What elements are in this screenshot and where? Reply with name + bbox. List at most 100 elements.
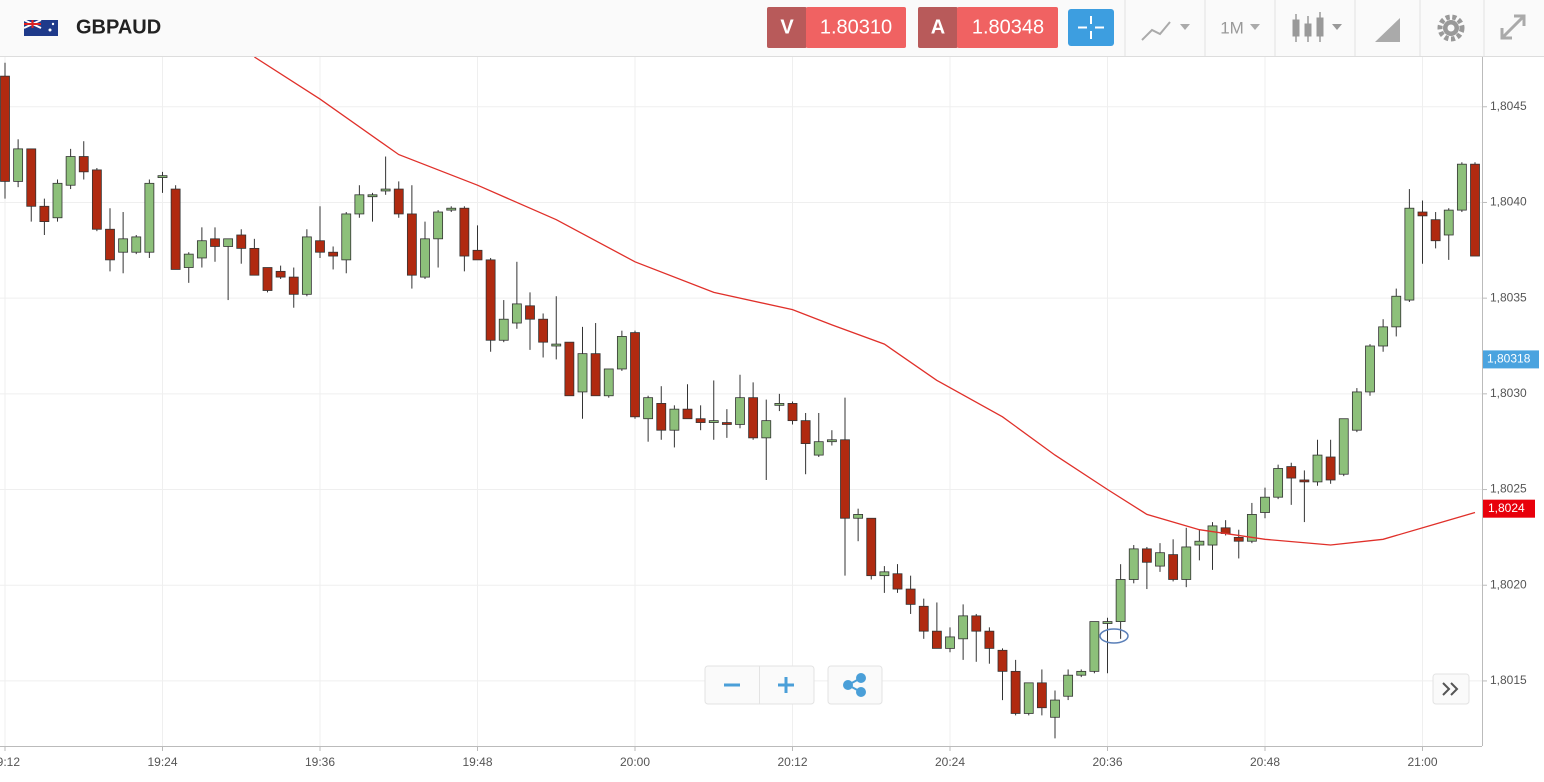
candle-body: [1470, 163, 1480, 257]
timeframe[interactable]: 1M: [1220, 18, 1244, 37]
zoom-in[interactable]: [778, 677, 794, 693]
candle-body: [761, 420, 772, 439]
candle-body: [118, 238, 129, 253]
candle-body: [144, 182, 155, 253]
candle-body: [1128, 548, 1139, 580]
candle-body: [1233, 536, 1244, 542]
candle-body: [446, 207, 457, 211]
zoom-controls: [704, 665, 883, 705]
buy-button[interactable]: A 1.80348: [918, 7, 1058, 48]
candle-body: [236, 234, 247, 249]
settings-button[interactable]: [1437, 14, 1465, 42]
scroll-end-button[interactable]: [1432, 673, 1470, 705]
candle-body: [223, 238, 234, 247]
toolbar-separators: [1124, 0, 1485, 56]
crosshair-button[interactable]: [1068, 9, 1114, 46]
candle-body: [1456, 163, 1467, 211]
candle-body: [1010, 670, 1021, 714]
candle-body: [1246, 514, 1257, 542]
candle-body: [498, 318, 509, 341]
candle-body: [1076, 670, 1087, 676]
candle-body: [157, 175, 168, 178]
position-marker: [1099, 628, 1129, 644]
candle-body: [485, 259, 496, 341]
candle-body: [1181, 546, 1192, 580]
candle-body: [26, 148, 37, 207]
candle-body: [1141, 548, 1152, 563]
candle-body: [1168, 554, 1179, 580]
candle-body: [931, 630, 942, 649]
fullscreen-button[interactable]: [1500, 14, 1526, 40]
candle-body: [551, 343, 562, 347]
candle-body: [1155, 552, 1165, 567]
candle-body: [616, 336, 627, 370]
candle-body: [420, 238, 430, 278]
price-label: 1,80318: [1487, 352, 1531, 366]
y-tick-label: 1,8015: [1490, 673, 1527, 687]
candle-body: [1391, 295, 1402, 328]
x-tick-label: 19:12: [0, 755, 20, 769]
candle-body: [1063, 674, 1074, 697]
x-tick-label: 20:00: [620, 755, 650, 769]
candle-body: [669, 408, 680, 431]
candle-body: [472, 249, 483, 261]
candle-body: [721, 422, 732, 425]
candle-body: [433, 211, 444, 240]
candle-body: [1207, 525, 1218, 546]
x-tick-label: 20:12: [777, 755, 807, 769]
candle-body: [735, 397, 745, 425]
candle-body: [945, 636, 955, 649]
candle-body: [341, 213, 352, 261]
candle-body: [984, 630, 995, 649]
candle-body: [1102, 621, 1113, 624]
candle-body: [1378, 326, 1389, 347]
candle-body: [905, 588, 916, 605]
candle-body: [91, 169, 102, 230]
candle-body: [406, 213, 417, 276]
candle-body: [1443, 209, 1454, 236]
candle-body: [1325, 456, 1336, 481]
candle-body: [603, 368, 614, 397]
candle-body: [1115, 579, 1126, 622]
candle-body: [879, 571, 890, 577]
ma-price-tag: [1483, 499, 1535, 518]
candle-body: [1417, 211, 1428, 217]
candle-body: [538, 318, 549, 343]
candle-body: [52, 182, 63, 219]
candle-body: [708, 420, 719, 423]
candle-body: [354, 194, 365, 215]
candle-body: [170, 188, 181, 270]
candle-body: [656, 403, 667, 431]
candle-body: [643, 397, 654, 420]
candle-body: [301, 236, 312, 295]
y-tick-label: 1,8020: [1490, 577, 1527, 591]
chart-type-button[interactable]: [1141, 21, 1190, 41]
candle-body: [1023, 682, 1034, 714]
x-tick-label: 20:24: [935, 755, 965, 769]
x-tick-label: 19:48: [462, 755, 492, 769]
bid-price: 1.80310: [820, 16, 892, 38]
candle-body: [380, 188, 391, 192]
candle-body: [866, 517, 877, 577]
candle-body: [695, 418, 706, 423]
x-tick-label: 19:36: [305, 755, 335, 769]
y-tick-label: 1,8030: [1490, 386, 1527, 400]
candle-body: [748, 397, 759, 439]
candle-body: [393, 188, 404, 215]
candle-body: [840, 439, 850, 519]
candle-body: [275, 270, 286, 278]
candle-body: [997, 649, 1008, 672]
draw-tool-button[interactable]: [1375, 18, 1400, 42]
candle-body: [459, 207, 470, 257]
candle-body: [1273, 468, 1284, 498]
ask-label: A: [931, 16, 945, 38]
candle-body: [39, 205, 50, 222]
candle-body: [262, 267, 273, 291]
sell-button[interactable]: V 1.80310: [767, 7, 906, 48]
candle-body: [1036, 682, 1047, 709]
candle-style-button[interactable]: [1292, 12, 1342, 42]
candle-body: [590, 353, 601, 397]
share-button[interactable]: [843, 673, 866, 697]
candle-body: [682, 408, 693, 420]
